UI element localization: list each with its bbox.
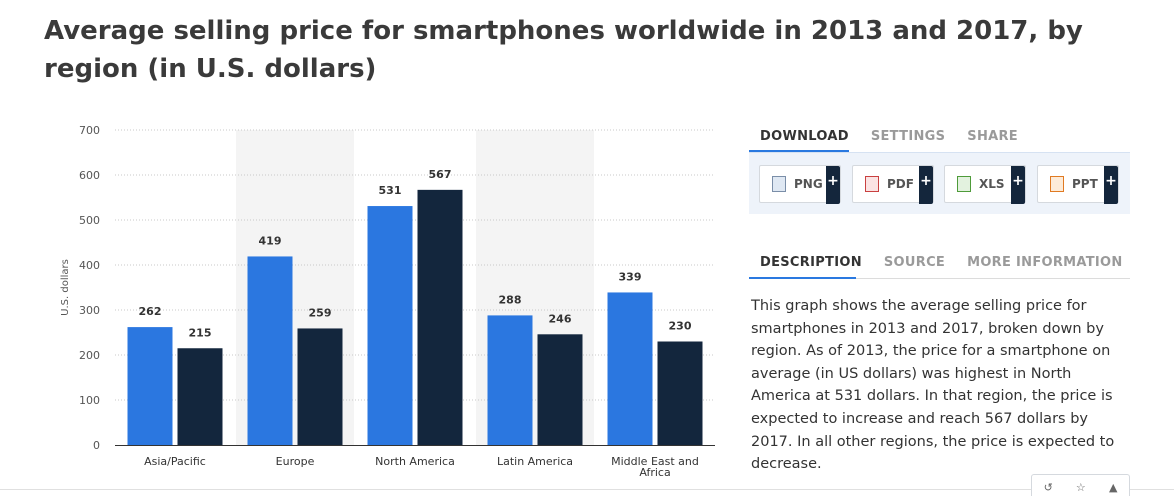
data-label: 246 bbox=[549, 312, 572, 325]
data-label: 215 bbox=[189, 326, 212, 339]
data-label: 339 bbox=[619, 270, 642, 283]
chart-title: Average selling price for smartphones wo… bbox=[44, 16, 1083, 84]
bar bbox=[247, 256, 293, 445]
xls-file-icon bbox=[957, 176, 971, 192]
png-label: PNG bbox=[794, 177, 823, 191]
bar bbox=[487, 315, 533, 445]
tab-settings[interactable]: SETTINGS bbox=[870, 129, 946, 144]
export-tabs: DOWNLOAD SETTINGS SHARE bbox=[749, 129, 1029, 145]
tab-download[interactable]: DOWNLOAD bbox=[760, 129, 849, 144]
bar bbox=[127, 327, 173, 445]
y-tick-label: 300 bbox=[79, 304, 100, 317]
download-png-button[interactable]: PNG + bbox=[759, 165, 841, 204]
x-tick-label: North America bbox=[375, 455, 455, 468]
x-tick-label: Africa bbox=[639, 466, 670, 479]
reload-icon[interactable]: ↺ bbox=[1043, 481, 1053, 494]
y-tick-label: 700 bbox=[79, 124, 100, 137]
chart-actions-widget: ↺ ☆ ▲ bbox=[1031, 474, 1130, 496]
pdf-file-icon bbox=[865, 176, 879, 192]
x-tick-label: Europe bbox=[276, 455, 315, 468]
tab-more-information[interactable]: MORE INFORMATION bbox=[967, 255, 1123, 270]
y-tick-label: 0 bbox=[93, 439, 100, 452]
bar bbox=[417, 189, 463, 445]
bar bbox=[537, 334, 583, 445]
y-tick-label: 100 bbox=[79, 394, 100, 407]
xls-label: XLS bbox=[979, 177, 1005, 191]
bell-icon[interactable]: ▲ bbox=[1108, 481, 1118, 494]
download-xls-button[interactable]: XLS + bbox=[944, 165, 1026, 204]
x-tick-label: Latin America bbox=[497, 455, 573, 468]
xls-plus-icon[interactable]: + bbox=[1011, 166, 1025, 204]
data-label: 567 bbox=[429, 168, 452, 181]
x-tick-label: Asia/Pacific bbox=[144, 455, 206, 468]
description-text: This graph shows the average selling pri… bbox=[751, 298, 1115, 473]
y-tick-label: 500 bbox=[79, 214, 100, 227]
bar bbox=[297, 328, 343, 445]
data-label: 531 bbox=[379, 184, 402, 197]
data-label: 419 bbox=[259, 234, 282, 247]
data-label: 259 bbox=[309, 306, 332, 319]
tab-source[interactable]: SOURCE bbox=[883, 255, 946, 270]
bar-chart: 0 100 200 300 400 500 600 700 U.S. dollars 262 215… bbox=[60, 124, 715, 479]
download-ppt-button[interactable]: PPT + bbox=[1037, 165, 1119, 204]
ppt-plus-icon[interactable]: + bbox=[1104, 166, 1118, 204]
pdf-plus-icon[interactable]: + bbox=[919, 166, 933, 204]
data-label: 230 bbox=[669, 320, 692, 333]
y-tick-label: 200 bbox=[79, 349, 100, 362]
y-tick-label: 600 bbox=[79, 169, 100, 182]
bar bbox=[607, 292, 653, 445]
bottom-divider bbox=[0, 489, 1174, 490]
bar bbox=[657, 341, 703, 445]
y-tick-label: 400 bbox=[79, 259, 100, 272]
tab-share[interactable]: SHARE bbox=[967, 129, 1018, 144]
x-tick-label: Middle East and bbox=[611, 455, 699, 468]
star-icon[interactable]: ☆ bbox=[1075, 481, 1086, 494]
ppt-label: PPT bbox=[1072, 177, 1098, 191]
png-file-icon bbox=[772, 176, 786, 192]
data-label: 262 bbox=[139, 305, 162, 318]
bar bbox=[367, 206, 413, 445]
y-axis-label: U.S. dollars bbox=[60, 259, 71, 316]
data-label: 288 bbox=[499, 293, 522, 306]
bar bbox=[177, 348, 223, 445]
active-tab-underline bbox=[749, 150, 849, 152]
ppt-file-icon bbox=[1050, 176, 1064, 192]
download-pdf-button[interactable]: PDF + bbox=[852, 165, 934, 204]
active-info-tab-underline bbox=[749, 277, 856, 279]
tab-description[interactable]: DESCRIPTION bbox=[760, 255, 862, 270]
info-tabs-rule bbox=[749, 278, 1130, 279]
pdf-label: PDF bbox=[887, 177, 914, 191]
download-panel: PNG + PDF + XLS + PPT + bbox=[749, 152, 1130, 214]
png-plus-icon[interactable]: + bbox=[826, 166, 840, 204]
info-tabs: DESCRIPTION SOURCE MORE INFORMATION bbox=[749, 255, 1134, 271]
